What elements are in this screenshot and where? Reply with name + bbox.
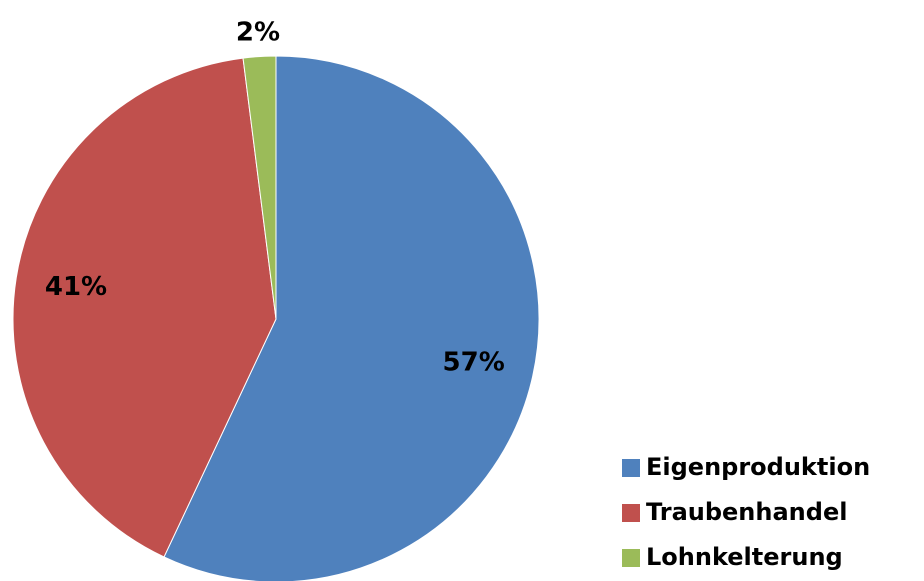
legend-swatch <box>622 549 640 567</box>
data-label: 41% <box>45 272 107 302</box>
legend-swatch <box>622 459 640 477</box>
pie-slice <box>12 57 277 558</box>
data-label: 57% <box>443 348 505 378</box>
data-label: 2% <box>236 17 280 47</box>
legend-label: Lohnkelterung <box>646 543 843 571</box>
legend-label: Eigenproduktion <box>646 453 870 481</box>
legend-swatch <box>622 504 640 522</box>
pie-slice <box>242 55 277 320</box>
legend-label: Traubenhandel <box>646 498 847 526</box>
